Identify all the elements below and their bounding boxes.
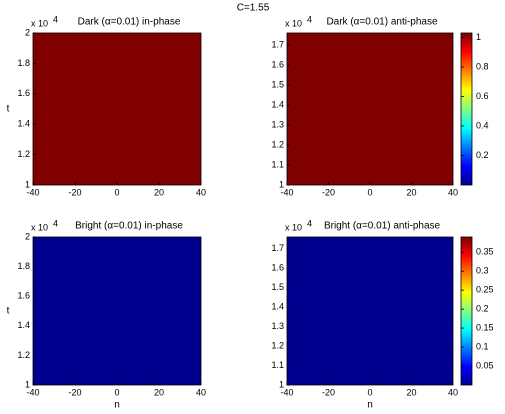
- colorbar: [460, 236, 473, 386]
- colorbar-tick-label: 0.35: [476, 247, 494, 257]
- y-tick-label: 1.7: [271, 39, 284, 49]
- y-tick-label: 1.6: [17, 291, 30, 301]
- x-tick-label: -20: [68, 187, 81, 197]
- panel: -40 -20 0 20 40 1 1.2 1.4 1.6 1.8 2 Dark (α=0.01) i…: [7, 14, 206, 197]
- y-tick-label: 1: [25, 179, 30, 189]
- y-tick-label: 1.2: [271, 340, 284, 350]
- x-tick-label: -40: [280, 387, 293, 397]
- x-tick-label: 40: [448, 187, 458, 197]
- y-multiplier: x 10: [31, 222, 48, 232]
- y-multiplier: x 10: [285, 222, 302, 232]
- y-tick-label: 1.8: [17, 261, 30, 271]
- x-tick-label: 0: [367, 387, 372, 397]
- y-tick-label: 1: [279, 379, 284, 389]
- panel: -40 -20 0 20 40 1 1.1 1.2 1.3 1.4 1.5 1.6 1.7 Dark (α…: [271, 14, 488, 197]
- y-tick-label: 2: [25, 231, 30, 241]
- panel: -40 -20 0 20 40 1 1.2 1.4 1.6 1.8 2 Bright (α=0.01)…: [7, 218, 206, 410]
- y-tick-label: 1.6: [17, 88, 30, 98]
- colorbar-tick-label: 0.2: [476, 150, 489, 160]
- colorbar-tick-label: 0.1: [476, 341, 489, 351]
- x-tick-label: 20: [154, 387, 164, 397]
- colorbar-tick-label: 0.2: [476, 303, 489, 313]
- y-axis-label: t: [7, 306, 10, 317]
- colorbar-tick-label: 0.15: [476, 322, 494, 332]
- y-tick-label: 1.2: [17, 149, 30, 159]
- x-tick-label: 0: [114, 187, 119, 197]
- y-tick-label: 1.1: [271, 159, 284, 169]
- heatmap-bg: [287, 33, 453, 185]
- y-tick-label: 1.2: [271, 139, 284, 149]
- x-tick-label: 0: [367, 187, 372, 197]
- panel-title: Bright (α=0.01) in-phase: [75, 221, 183, 232]
- figure-title: C=1.55: [237, 3, 270, 14]
- y-multiplier: x 10: [31, 18, 48, 28]
- x-tick-label: -40: [280, 187, 293, 197]
- x-tick-label: 20: [406, 387, 416, 397]
- y-tick-label: 1: [279, 179, 284, 189]
- x-tick-label: 20: [406, 187, 416, 197]
- colorbar: [460, 32, 473, 186]
- colorbar-tick-label: 0.6: [476, 91, 489, 101]
- y-multiplier-exp: 4: [53, 14, 58, 24]
- x-tick-label: -20: [68, 387, 81, 397]
- y-tick-label: 1.3: [271, 119, 284, 129]
- x-tick-label: 40: [196, 387, 206, 397]
- y-multiplier-exp: 4: [53, 218, 58, 228]
- y-multiplier-exp: 4: [307, 218, 312, 228]
- x-tick-label: 20: [154, 187, 164, 197]
- x-tick-label: 0: [114, 387, 119, 397]
- x-axis-label: n: [114, 400, 120, 411]
- y-tick-label: 1.8: [17, 58, 30, 68]
- y-tick-label: 1.7: [271, 243, 284, 253]
- y-tick-label: 1.5: [271, 79, 284, 89]
- heatmap-bg: [33, 33, 201, 185]
- colorbar-tick-label: 0.05: [476, 360, 494, 370]
- y-tick-label: 1.4: [17, 119, 30, 129]
- y-tick-label: 1.6: [271, 263, 284, 273]
- y-tick-label: 1.3: [271, 321, 284, 331]
- x-axis-label: n: [367, 400, 373, 411]
- x-tick-label: -40: [26, 187, 39, 197]
- y-axis-label: t: [7, 104, 10, 115]
- heatmap-bg: [287, 237, 453, 385]
- panel-title: Dark (α=0.01) in-phase: [78, 17, 181, 28]
- x-tick-label: -40: [26, 387, 39, 397]
- y-tick-label: 1: [25, 379, 30, 389]
- colorbar-tick-label: 0.3: [476, 266, 489, 276]
- y-tick-label: 2: [25, 27, 30, 37]
- y-tick-label: 1.2: [17, 350, 30, 360]
- panel-title: Dark (α=0.01) anti-phase: [326, 17, 438, 28]
- y-tick-label: 1.1: [271, 360, 284, 370]
- x-tick-label: -20: [322, 187, 335, 197]
- y-tick-label: 1.5: [271, 282, 284, 292]
- y-multiplier: x 10: [285, 18, 302, 28]
- x-tick-label: 40: [196, 187, 206, 197]
- colorbar-tick-label: 1: [476, 32, 481, 42]
- y-tick-label: 1.4: [271, 301, 284, 311]
- colorbar-tick-label: 0.4: [476, 120, 489, 130]
- panel: -40 -20 0 20 40 1 1.1 1.2 1.3 1.4 1.5 1.6 1.7 Bright …: [271, 218, 493, 410]
- heatmap-bg: [33, 237, 201, 385]
- y-tick-label: 1.4: [17, 320, 30, 330]
- x-tick-label: -20: [322, 387, 335, 397]
- colorbar-tick-label: 0.25: [476, 285, 494, 295]
- colorbar-tick-label: 0.8: [476, 61, 489, 71]
- y-tick-label: 1.4: [271, 99, 284, 109]
- y-multiplier-exp: 4: [307, 14, 312, 24]
- y-tick-label: 1.6: [271, 59, 284, 69]
- x-tick-label: 40: [448, 387, 458, 397]
- panel-title: Bright (α=0.01) anti-phase: [324, 221, 441, 232]
